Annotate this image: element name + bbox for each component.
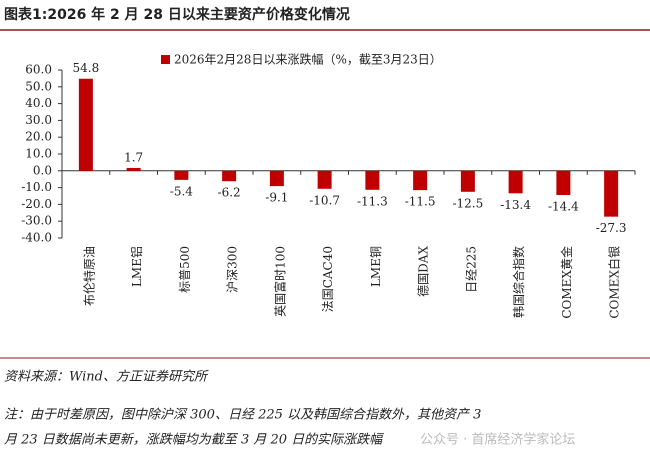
y-tick-label: -20.0: [21, 197, 52, 211]
bar: [126, 167, 141, 171]
x-tick-label: 日经225: [464, 246, 478, 293]
x-tick-label: 韩国综合指数: [511, 246, 526, 318]
value-label: 54.8: [73, 61, 100, 75]
x-tick-label: 英国富时100: [272, 246, 287, 317]
value-label: -27.3: [596, 221, 627, 235]
x-tick-label: 德国DAX: [416, 246, 431, 297]
bar: [460, 170, 475, 192]
value-label: -10.7: [309, 193, 340, 207]
value-label: -13.4: [500, 198, 531, 212]
bar: [174, 170, 189, 180]
legend-swatch: [161, 55, 170, 64]
y-tick-label: 60.0: [25, 63, 52, 77]
value-label: -12.5: [452, 196, 483, 210]
value-label: -11.3: [357, 194, 388, 208]
note-line: 月 23 日数据尚未更新，涨跌幅均为截至 3 月 20 日的实际涨跌幅: [4, 432, 384, 448]
value-label: -11.5: [405, 195, 436, 209]
x-tick-label: 布伦特原油: [81, 246, 96, 306]
x-tick-label: LME铜: [368, 246, 383, 287]
y-tick-label: 20.0: [25, 130, 52, 144]
value-label: -9.1: [265, 191, 288, 205]
y-tick-label: 0.0: [33, 163, 52, 177]
x-tick-label: 沪深300: [226, 246, 240, 293]
note-line: 注：由于时差原因，图中除沪深 300、日经 225 以及韩国综合指数外，其他资产…: [4, 407, 481, 423]
y-tick-label: 10.0: [25, 147, 52, 161]
source: 资料来源：Wind、方正证券研究所: [4, 369, 209, 385]
y-tick-label: -40.0: [21, 231, 52, 245]
y-tick-label: 30.0: [25, 113, 52, 127]
legend-label: 2026年2月28日以来涨跌幅（%，截至3月23日）: [174, 52, 442, 67]
bar: [222, 170, 237, 182]
bar: [508, 170, 523, 194]
y-tick-label: -10.0: [21, 180, 52, 194]
value-label: -6.2: [218, 186, 241, 200]
bar: [317, 170, 332, 189]
bar: [78, 78, 93, 171]
bar: [413, 170, 428, 191]
bar: [365, 170, 380, 190]
value-label: 1.7: [124, 150, 143, 164]
x-tick-label: COMEX白银: [607, 246, 622, 319]
y-tick-label: 50.0: [25, 79, 52, 93]
watermark: 公众号 · 首席经济学家论坛: [420, 432, 575, 448]
x-tick-label: LME铝: [129, 246, 144, 287]
value-label: -14.4: [548, 199, 579, 213]
y-tick-label: 40.0: [25, 96, 52, 110]
chart-title: 图表1:2026 年 2 月 28 日以来主要资产价格变化情况: [4, 6, 350, 23]
x-tick-label: 标普500: [178, 246, 192, 293]
bar: [604, 170, 619, 217]
bar: [556, 170, 571, 195]
x-tick-label: COMEX黄金: [559, 246, 574, 319]
bar: [269, 170, 284, 187]
y-tick-label: -30.0: [21, 214, 52, 228]
x-tick-label: 法国CAC40: [321, 246, 335, 312]
value-label: -5.4: [170, 184, 194, 198]
